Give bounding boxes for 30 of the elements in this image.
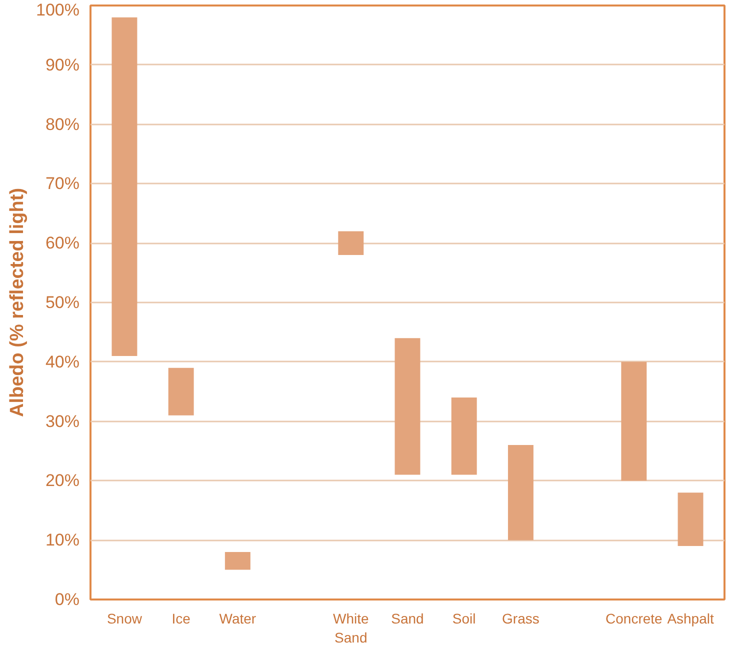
bar <box>338 231 364 255</box>
bar <box>508 445 534 540</box>
y-tick-label: 50% <box>45 293 80 312</box>
y-tick-label: 70% <box>45 174 80 194</box>
y-tick-label: 60% <box>45 234 80 253</box>
x-tick-label: White Sand <box>333 610 369 646</box>
y-tick-label: 20% <box>45 471 80 490</box>
y-tick-label: 40% <box>45 352 80 372</box>
x-tick-label: Snow <box>106 610 143 626</box>
y-tick-label: 30% <box>45 412 80 431</box>
x-tick-label: Ice <box>172 610 191 626</box>
bar <box>621 362 647 481</box>
y-tick-label: 80% <box>45 114 80 134</box>
bar <box>168 368 194 416</box>
x-tick-label: Concrete <box>606 610 663 626</box>
x-tick-label: Grass <box>502 610 540 626</box>
bar <box>224 552 250 570</box>
y-tick-label: 100% <box>36 0 80 20</box>
x-tick-label: Ashpalt <box>667 610 714 626</box>
x-tick-label: Sand <box>391 610 424 626</box>
y-axis-title: Albedo (% reflected light) <box>7 188 28 418</box>
bar <box>678 492 704 546</box>
bar <box>112 17 138 356</box>
y-tick-label: 10% <box>45 530 80 550</box>
y-tick-label: 0% <box>54 590 80 609</box>
bar <box>394 338 420 475</box>
y-tick-label: 90% <box>45 55 80 74</box>
bar <box>451 398 477 475</box>
x-tick-label: Soil <box>452 610 476 626</box>
x-tick-label: Water <box>219 610 256 626</box>
